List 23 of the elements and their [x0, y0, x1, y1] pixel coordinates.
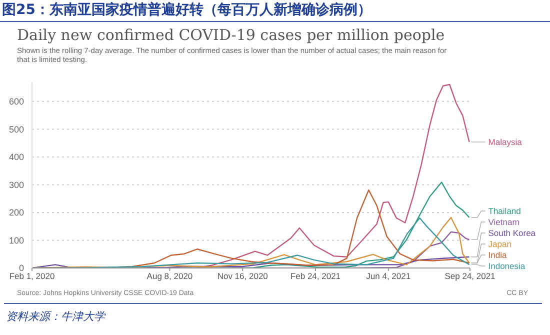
y-tick-label: 400 [8, 152, 24, 162]
x-tick-label: Feb 24, 2021 [290, 271, 341, 282]
text: Vietnam [488, 217, 520, 227]
text: Malaysia [488, 136, 522, 147]
y-tick-label: 300 [8, 180, 24, 190]
text: Thailand [488, 206, 522, 216]
y-tick-label: 200 [8, 208, 24, 218]
text: Indonesia [488, 261, 526, 271]
text: India [488, 250, 507, 260]
x-tick-label: Nov 16, 2020 [217, 271, 268, 282]
chart-title: 图25：东南亚国家疫情普遍好转（每百万人新增确诊病例） [0, 0, 550, 22]
text: 资料来源：牛津大学 [6, 309, 105, 324]
text: Japan [488, 239, 512, 249]
x-tick-label: Feb 1, 2020 [9, 271, 55, 282]
y-tick-label: 600 [8, 96, 24, 107]
y-tick-label: 0 [18, 263, 24, 274]
y-tick-label: 100 [8, 235, 24, 246]
x-tick-label: Sep 24, 2021 [444, 271, 496, 282]
x-tick-label: Aug 8, 2020 [146, 271, 193, 282]
chart-subtitle: Daily new confirmed COVID-19 cases per million people [17, 26, 445, 44]
text: South Korea [488, 228, 536, 238]
x-tick-label: Jun 4, 2021 [366, 271, 411, 282]
y-tick-label: 500 [8, 124, 24, 134]
